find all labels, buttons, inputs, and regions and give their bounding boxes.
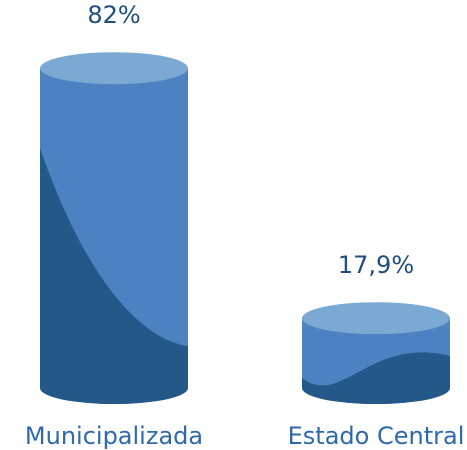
cylinder-shade — [302, 352, 450, 404]
cylinder — [40, 52, 188, 404]
category-label: Estado Central — [288, 422, 465, 450]
cylinder-top — [302, 302, 450, 335]
value-label: 82% — [87, 1, 140, 29]
cylinder-shade — [40, 148, 188, 404]
value-label: 17,9% — [338, 251, 414, 279]
cylinder-top — [40, 52, 188, 85]
cylinder — [302, 302, 450, 404]
category-label: Municipalizada — [25, 422, 203, 450]
